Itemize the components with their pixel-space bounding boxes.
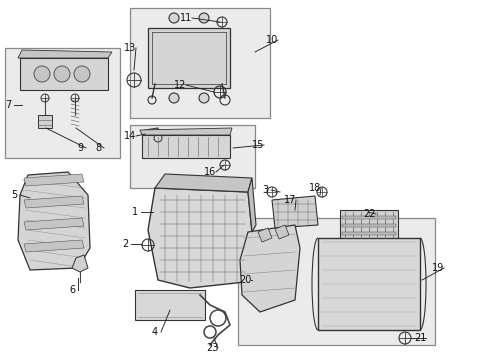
Bar <box>142 135 229 158</box>
Text: 20: 20 <box>238 275 251 285</box>
Bar <box>5 48 120 158</box>
Text: 14: 14 <box>123 131 136 141</box>
Text: 11: 11 <box>180 13 192 23</box>
Bar <box>339 210 397 240</box>
Bar <box>20 58 108 90</box>
Polygon shape <box>24 196 84 208</box>
Text: 3: 3 <box>262 185 267 195</box>
Bar <box>341 232 395 235</box>
Text: 4: 4 <box>152 327 158 337</box>
Circle shape <box>169 13 179 23</box>
Bar <box>238 218 434 345</box>
Bar <box>135 290 204 320</box>
Circle shape <box>74 66 90 82</box>
Circle shape <box>54 66 70 82</box>
Text: 21: 21 <box>413 333 426 343</box>
Text: 9: 9 <box>77 143 83 153</box>
Text: 15: 15 <box>251 140 264 150</box>
Text: 8: 8 <box>95 143 101 153</box>
Text: 6: 6 <box>69 285 75 295</box>
Bar <box>130 125 254 188</box>
Text: 22: 22 <box>363 209 375 219</box>
Text: 23: 23 <box>205 343 218 353</box>
Text: 13: 13 <box>123 43 136 53</box>
Bar <box>341 216 395 219</box>
Polygon shape <box>258 228 271 242</box>
Polygon shape <box>247 178 256 232</box>
Text: 10: 10 <box>265 35 278 45</box>
Circle shape <box>199 13 208 23</box>
Polygon shape <box>148 188 251 288</box>
Polygon shape <box>24 240 84 252</box>
Text: 2: 2 <box>122 239 128 249</box>
Circle shape <box>169 93 179 103</box>
Bar <box>341 224 395 227</box>
Text: 17: 17 <box>283 195 296 205</box>
Text: 18: 18 <box>308 183 321 193</box>
Polygon shape <box>24 218 84 230</box>
Polygon shape <box>145 128 162 140</box>
Circle shape <box>199 93 208 103</box>
Polygon shape <box>18 172 90 270</box>
Polygon shape <box>155 174 251 192</box>
Polygon shape <box>24 174 84 186</box>
Polygon shape <box>72 255 88 272</box>
Bar <box>317 238 419 330</box>
Text: 7: 7 <box>5 100 11 110</box>
Polygon shape <box>240 225 299 312</box>
Bar <box>130 8 269 118</box>
Text: 16: 16 <box>203 167 216 177</box>
Polygon shape <box>271 196 317 228</box>
Text: 12: 12 <box>173 80 186 90</box>
Circle shape <box>34 66 50 82</box>
Bar <box>38 115 52 128</box>
Polygon shape <box>18 50 112 58</box>
Text: 19: 19 <box>431 263 443 273</box>
Bar <box>148 28 229 88</box>
Polygon shape <box>274 225 288 239</box>
Text: 1: 1 <box>132 207 138 217</box>
Polygon shape <box>140 128 231 135</box>
Text: 5: 5 <box>11 190 17 200</box>
